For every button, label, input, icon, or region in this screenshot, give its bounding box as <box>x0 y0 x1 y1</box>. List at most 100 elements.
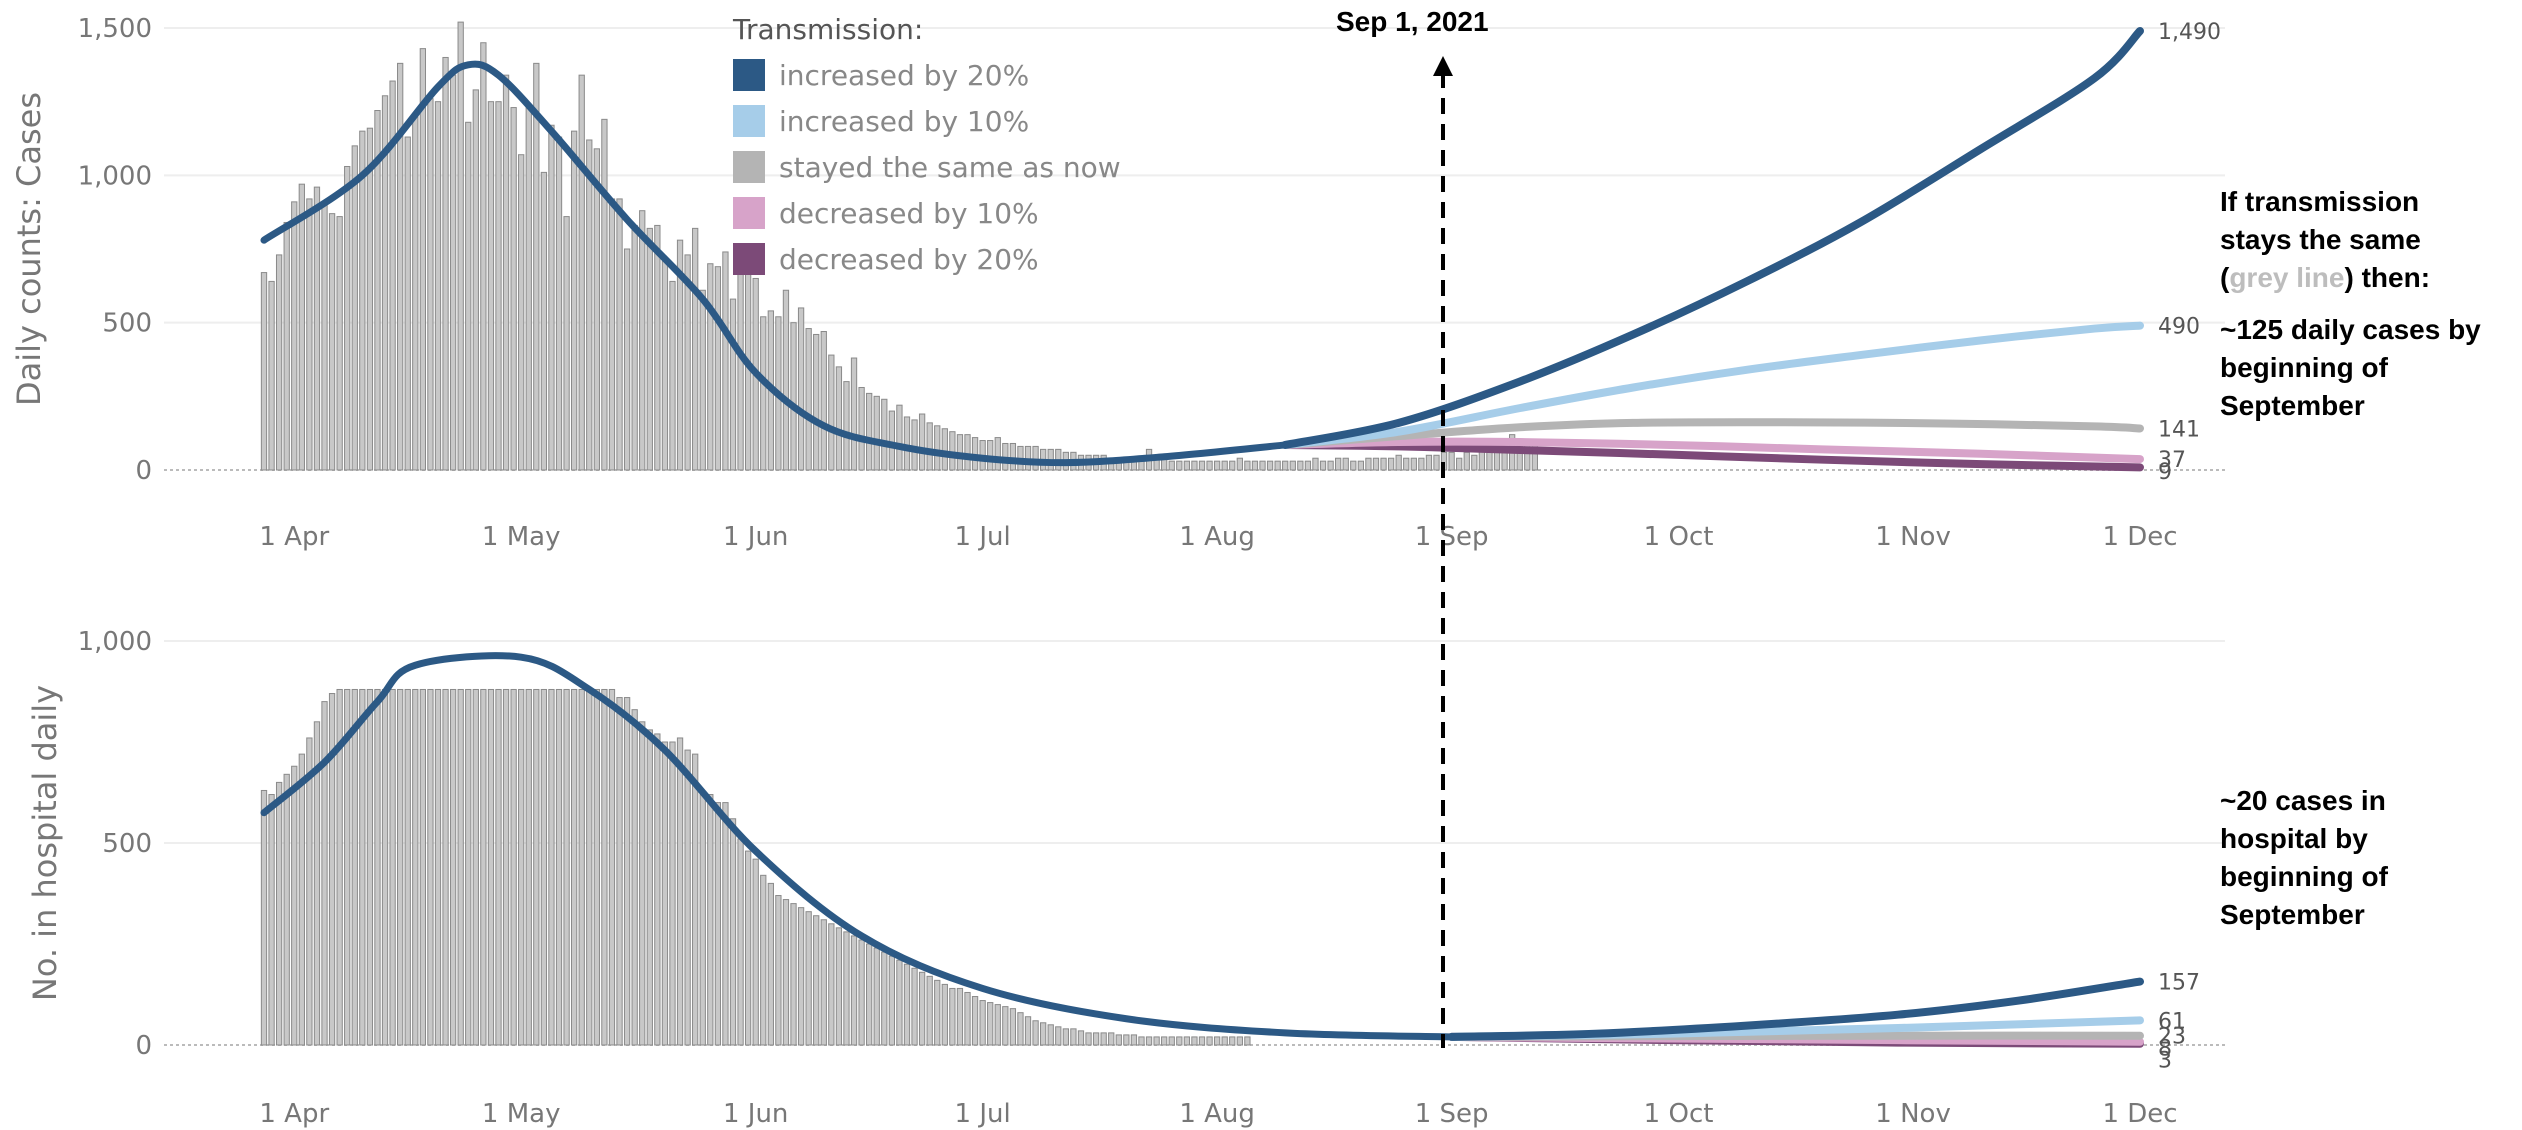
bar <box>737 838 744 1046</box>
bar <box>1183 1036 1191 1046</box>
bar <box>502 688 510 1046</box>
bar <box>381 688 389 1046</box>
bar <box>1274 460 1281 471</box>
annotation-line: ~125 daily cases by <box>2220 314 2481 345</box>
bar <box>1463 451 1470 471</box>
legend-item-same[interactable]: stayed the same as now <box>733 144 1121 190</box>
bar <box>275 254 283 471</box>
bar <box>813 333 820 471</box>
bar <box>805 328 812 471</box>
bar <box>586 688 593 1046</box>
bar <box>306 737 313 1046</box>
bar <box>578 74 585 471</box>
x-tick-label: 1 May <box>482 1099 561 1129</box>
bar <box>389 80 396 471</box>
legend-item-increased-20[interactable]: increased by 20% <box>733 52 1121 98</box>
bar <box>639 721 646 1046</box>
bar <box>722 802 729 1046</box>
bar <box>570 688 578 1046</box>
bar <box>601 688 608 1046</box>
bar <box>813 915 820 1046</box>
sep-1-marker <box>1433 56 1453 1048</box>
bar <box>1335 457 1342 471</box>
y-axis-label: Daily counts: Cases <box>10 92 48 406</box>
legend-item-decreased-10[interactable]: decreased by 10% <box>733 190 1121 236</box>
bar <box>654 224 661 471</box>
bar <box>1304 460 1312 471</box>
bar <box>1055 1026 1062 1046</box>
series-line <box>1281 321 2144 449</box>
x-tick-label: 1 Nov <box>1875 1099 1951 1129</box>
bar <box>1327 460 1334 471</box>
bar <box>1289 460 1296 471</box>
annotation-text: ) then: <box>2344 262 2431 293</box>
x-tick-label: 1 Dec <box>2102 522 2177 552</box>
bar <box>926 975 933 1046</box>
x-tick-label: 1 Dec <box>2102 1099 2177 1129</box>
bar <box>918 413 926 471</box>
x-tick-label: 1 Jun <box>723 522 788 552</box>
bar <box>465 121 472 471</box>
bar <box>646 227 653 471</box>
bar <box>593 688 600 1046</box>
bar <box>336 216 343 471</box>
legend-label: increased by 20% <box>779 58 1030 92</box>
bar <box>911 967 918 1046</box>
legend-title: Transmission: <box>733 13 924 46</box>
bar <box>1312 457 1319 471</box>
bar <box>472 89 479 471</box>
bar <box>1456 457 1463 471</box>
end-value-label: 61 <box>2158 1009 2186 1034</box>
bar <box>1161 1036 1168 1046</box>
legend-swatch <box>733 243 765 275</box>
bar <box>896 404 903 471</box>
bar <box>1168 460 1175 471</box>
bar <box>661 741 669 1046</box>
bar <box>964 434 971 471</box>
bar <box>1244 1036 1251 1046</box>
bar <box>525 688 532 1046</box>
bar <box>1357 460 1365 471</box>
legend-swatch <box>733 59 765 91</box>
bar <box>351 145 358 471</box>
bar <box>1236 1036 1243 1046</box>
bar <box>298 183 305 471</box>
bar <box>646 729 653 1046</box>
bar <box>510 688 517 1046</box>
bar <box>873 947 880 1046</box>
bar <box>298 753 305 1046</box>
bar <box>480 42 487 471</box>
hospital-annotation: ~20 cases in hospital by beginning of Se… <box>2220 782 2520 934</box>
sep-1-date-label: Sep 1, 2021 <box>1336 6 1489 37</box>
x-tick-label: 1 Sep <box>1415 1099 1489 1129</box>
bar <box>419 48 427 471</box>
end-value-label: 8 <box>2158 1037 2172 1062</box>
bar <box>472 688 479 1046</box>
bar <box>911 419 918 471</box>
bar <box>661 260 669 471</box>
bar <box>767 882 774 1046</box>
bar <box>1168 1036 1175 1046</box>
bar <box>699 289 706 471</box>
bar <box>790 322 797 471</box>
bar <box>1191 1036 1198 1046</box>
bar <box>1100 1032 1107 1046</box>
bar <box>449 688 457 1046</box>
bar <box>820 331 827 471</box>
bar <box>404 688 411 1046</box>
x-tick-label: 1 Aug <box>1179 522 1255 552</box>
arrow-up-icon <box>1433 56 1453 76</box>
bar <box>389 688 396 1046</box>
bar <box>457 688 464 1046</box>
legend-item-increased-10[interactable]: increased by 10% <box>733 98 1121 144</box>
bar <box>1198 1036 1206 1046</box>
legend-item-decreased-20[interactable]: decreased by 20% <box>733 236 1121 282</box>
bar <box>934 979 941 1046</box>
bar <box>669 280 676 471</box>
annotation-line: (grey line) then: <box>2220 259 2520 297</box>
x-tick-label: 1 Nov <box>1875 522 1951 552</box>
x-tick-label: 1 Oct <box>1644 522 1714 552</box>
bar <box>1115 1034 1122 1046</box>
bar <box>533 62 540 471</box>
